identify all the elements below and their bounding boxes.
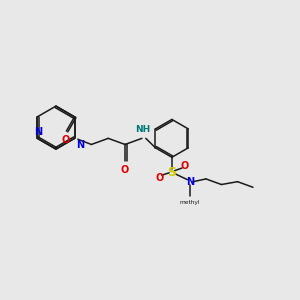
Text: N: N — [76, 140, 84, 150]
Text: methyl: methyl — [179, 200, 200, 205]
Text: S: S — [167, 166, 176, 179]
Text: NH: NH — [135, 124, 150, 134]
Text: O: O — [155, 172, 164, 183]
Text: O: O — [180, 160, 188, 171]
Text: N: N — [34, 127, 42, 137]
Text: O: O — [121, 165, 129, 175]
Text: N: N — [186, 177, 194, 187]
Text: O: O — [62, 135, 70, 145]
